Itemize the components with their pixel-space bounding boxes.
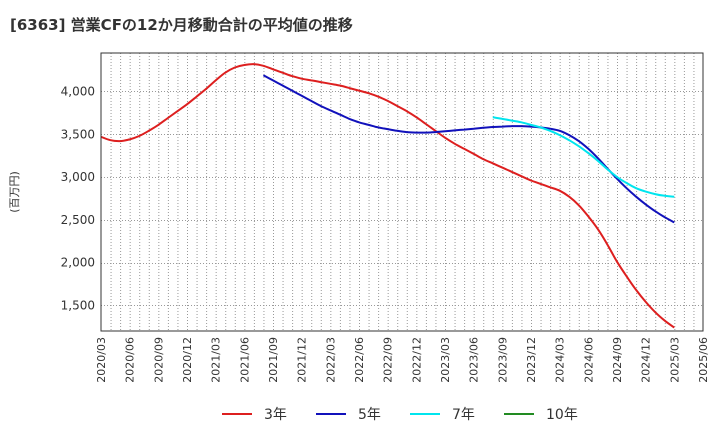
x-tick-label: 2020/03 bbox=[95, 337, 108, 383]
legend-label-3: 10年 bbox=[546, 407, 578, 423]
x-tick-label: 2025/03 bbox=[668, 337, 681, 383]
x-tick-label: 2023/03 bbox=[439, 337, 452, 383]
x-tick-label: 2021/12 bbox=[296, 337, 309, 383]
x-tick-label: 2020/09 bbox=[152, 337, 165, 383]
x-tick-label: 2021/03 bbox=[210, 337, 223, 383]
x-tick-label: 2024/09 bbox=[611, 337, 624, 383]
y-axis-label: (百万円) bbox=[8, 171, 21, 213]
legend-label-0: 3年 bbox=[264, 407, 287, 423]
x-tick-label: 2021/06 bbox=[238, 337, 251, 383]
grid bbox=[101, 53, 703, 331]
x-tick-label: 2020/12 bbox=[181, 337, 194, 383]
legend-label-1: 5年 bbox=[358, 407, 381, 423]
x-tick-label: 2022/03 bbox=[324, 337, 337, 383]
x-tick-label: 2023/12 bbox=[525, 337, 538, 383]
y-tick-label: 4,000 bbox=[61, 84, 95, 98]
x-tick-label: 2024/12 bbox=[640, 337, 653, 383]
x-tick-label: 2022/06 bbox=[353, 337, 366, 383]
y-axis-ticks: 1,500 2,000 2,500 3,000 3,500 4,000 bbox=[61, 84, 95, 312]
x-axis-ticks: 2020/03 2020/06 2020/09 2020/12 2021/03 2021/… bbox=[95, 337, 710, 383]
y-tick-label: 3,000 bbox=[61, 170, 95, 184]
x-tick-label: 2022/09 bbox=[382, 337, 395, 383]
chart-title: [6363] 営業CFの12か月移動合計の平均値の推移 bbox=[10, 16, 353, 34]
series-lines bbox=[100, 63, 675, 329]
x-tick-label: 2023/06 bbox=[468, 337, 481, 383]
x-tick-label: 2025/06 bbox=[697, 337, 710, 383]
plot-frame bbox=[100, 52, 704, 332]
x-tick-label: 2020/06 bbox=[124, 337, 137, 383]
x-tick-label: 2022/12 bbox=[410, 337, 423, 383]
y-tick-label: 3,500 bbox=[61, 127, 95, 141]
x-tick-label: 2024/03 bbox=[554, 337, 567, 383]
x-tick-label: 2024/06 bbox=[582, 337, 595, 383]
y-tick-label: 1,500 bbox=[61, 298, 95, 312]
x-tick-label: 2021/09 bbox=[267, 337, 280, 383]
x-tick-label: 2023/09 bbox=[496, 337, 509, 383]
legend-label-2: 7年 bbox=[452, 407, 475, 423]
y-tick-label: 2,000 bbox=[61, 256, 95, 270]
y-tick-label: 2,500 bbox=[61, 213, 95, 227]
legend: 3年 5年 7年 10年 bbox=[222, 407, 578, 423]
series-line-2 bbox=[492, 116, 675, 198]
plot-area bbox=[101, 53, 703, 331]
series-line-0 bbox=[100, 63, 675, 329]
